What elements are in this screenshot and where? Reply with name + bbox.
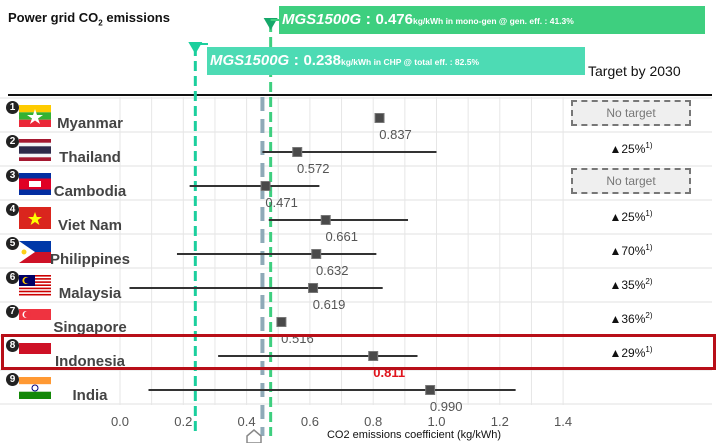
target-2030-value: ▲25%1) <box>609 141 653 156</box>
target-2030-value: ▲25%1) <box>609 209 653 224</box>
footnote-marker: 1) <box>645 209 653 218</box>
country-name: Cambodia <box>53 183 127 200</box>
x-tick-label: 0.8 <box>364 414 382 429</box>
country-index-badge: 5 <box>6 237 19 250</box>
mgs1500g-chp-banner: MGS1500G : 0.238kg/kWh in CHP @ total ef… <box>207 47 585 75</box>
data-label: 0.661 <box>325 229 358 244</box>
myanmar-flag-icon <box>19 105 51 127</box>
data-label: 0.471 <box>265 195 298 210</box>
banner-value: 0.238 <box>303 52 341 69</box>
country-index-badge: 2 <box>6 135 19 148</box>
country-name: Thailand <box>59 149 121 166</box>
data-point <box>276 317 287 327</box>
x-tick-label: 1.0 <box>427 414 445 429</box>
country-name: Indonesia <box>54 353 125 370</box>
x-tick-label: 0.0 <box>111 414 129 429</box>
target-2030-value: ▲29%1) <box>609 345 653 360</box>
banner-unit: kg/kWh in mono-gen @ gen. eff. : 41.3% <box>412 16 574 26</box>
country-index-badge: 1 <box>6 101 19 114</box>
banner-model-name: MGS1500G <box>210 52 290 69</box>
data-label: 0.837 <box>379 127 412 142</box>
x-axis-label: CO2 emissions coefficient (kg/kWh) <box>327 429 501 441</box>
indonesia-highlight-box <box>1 334 716 370</box>
country-index-badge: 8 <box>6 339 19 352</box>
vietnam-flag-icon <box>19 207 51 229</box>
data-point <box>292 147 303 157</box>
data-point <box>308 283 319 293</box>
x-tick-label: 1.2 <box>491 414 509 429</box>
banner-model-name: MGS1500G <box>282 11 362 28</box>
target-2030-value: ▲70%1) <box>609 243 653 258</box>
data-point <box>311 249 322 259</box>
malaysia-flag-icon <box>19 275 51 297</box>
data-point <box>260 181 271 191</box>
x-tick-label: 0.2 <box>174 414 192 429</box>
indonesia-flag-icon <box>19 343 51 365</box>
cambodia-flag-icon <box>19 173 51 195</box>
footnote-marker: 2) <box>645 311 653 320</box>
x-tick-label: 0.6 <box>301 414 319 429</box>
country-name: Viet Nam <box>58 217 122 234</box>
country-name: India <box>72 387 108 404</box>
data-point <box>368 351 379 361</box>
thailand-flag-icon <box>19 139 51 161</box>
country-index-badge: 4 <box>6 203 19 216</box>
country-index-badge: 9 <box>6 373 19 386</box>
x-tick-label: 0.4 <box>238 414 256 429</box>
pointer-marker-icon <box>246 429 262 443</box>
data-point <box>374 113 385 123</box>
footnote-marker: 1) <box>645 243 653 252</box>
country-index-badge: 3 <box>6 169 19 182</box>
target-2030-value: No target <box>571 100 691 126</box>
singapore-flag-icon <box>19 309 51 331</box>
india-flag-icon <box>19 377 51 399</box>
banner-value: 0.476 <box>375 11 413 28</box>
mgs1500g-mono-gen-banner: MGS1500G : 0.476kg/kWh in mono-gen @ gen… <box>279 6 705 34</box>
data-point <box>320 215 331 225</box>
data-label: 0.632 <box>316 263 349 278</box>
target-2030-value: ▲35%2) <box>609 277 653 292</box>
x-tick-label: 1.4 <box>554 414 572 429</box>
country-name: Myanmar <box>57 115 123 132</box>
target-column-header: Target by 2030 <box>588 63 681 79</box>
data-point <box>425 385 436 395</box>
country-index-badge: 6 <box>6 271 19 284</box>
philippines-flag-icon <box>19 241 51 263</box>
data-label: 0.619 <box>313 297 346 312</box>
country-index-badge: 7 <box>6 305 19 318</box>
country-name: Philippines <box>49 251 130 268</box>
data-label: 0.990 <box>430 399 463 414</box>
footnote-marker: 1) <box>645 141 653 150</box>
banner-unit: kg/kWh in CHP @ total eff. : 82.5% <box>340 57 479 67</box>
chart-title: Power grid CO2 emissions <box>8 10 170 28</box>
footnote-marker: 1) <box>645 345 653 354</box>
target-2030-value: No target <box>571 168 691 194</box>
footnote-marker: 2) <box>645 277 653 286</box>
data-label: 0.572 <box>297 161 330 176</box>
country-name: Malaysia <box>58 285 122 302</box>
country-name: Singapore <box>53 319 127 336</box>
target-2030-value: ▲36%2) <box>609 311 653 326</box>
